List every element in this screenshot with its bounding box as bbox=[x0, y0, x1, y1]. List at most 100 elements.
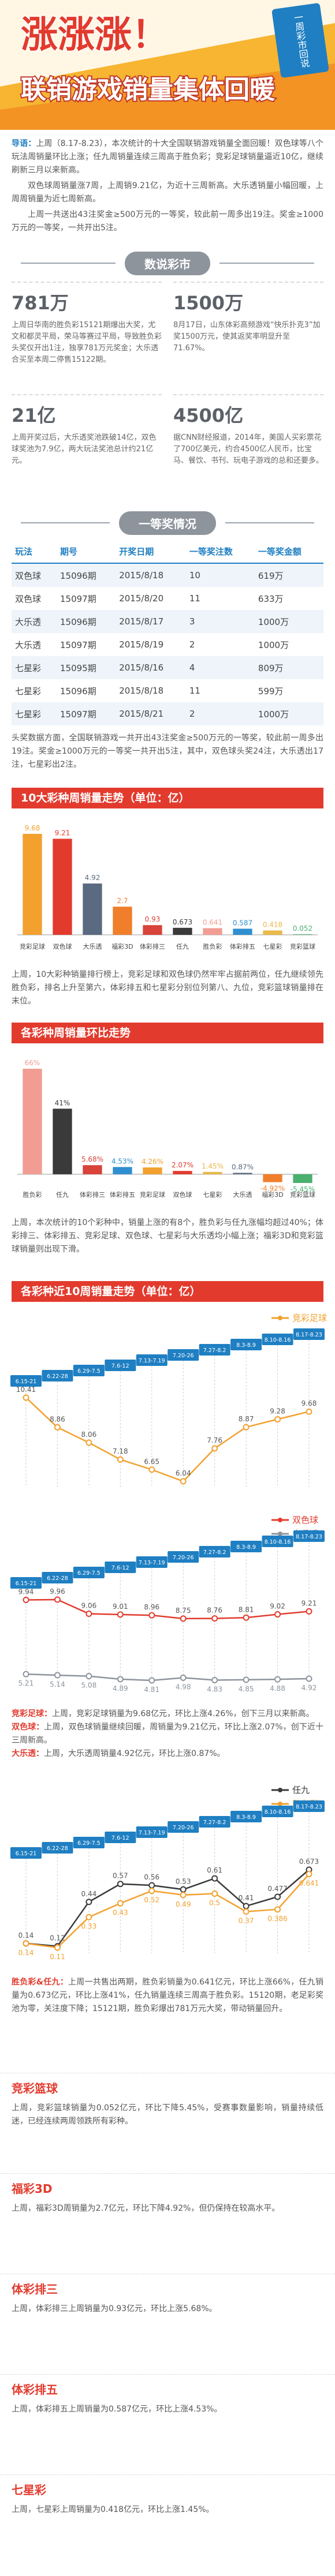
banner-title: 一等奖情况 bbox=[119, 511, 216, 535]
stat-value: 4500亿 bbox=[173, 405, 244, 426]
value-label: 9.68 bbox=[302, 1399, 317, 1407]
table-cell: 七星彩 bbox=[12, 702, 57, 725]
game-name: 体彩排五 bbox=[12, 2383, 58, 2397]
value-label: 0.37 bbox=[239, 1917, 254, 1925]
date-box bbox=[136, 1826, 168, 1838]
x-tick-label: 8.10-8.16 bbox=[265, 1539, 291, 1545]
game-text: 上周，福彩3D周销量为2.7亿元，环比下降4.92%，但仍保持在较高水平。 bbox=[12, 2204, 280, 2213]
bar bbox=[53, 838, 72, 935]
banner-rule bbox=[225, 522, 314, 523]
table-row: 大乐透 15097期 2015/8/19 2 1000万 bbox=[12, 633, 323, 656]
date-box bbox=[293, 1800, 325, 1812]
prize-table-wrap: 玩法 期号 开奖日期 一等奖注数 一等奖金额 双色球 15096期 2015/8/18 10 61… bbox=[0, 540, 335, 725]
game-section: 体彩排三 上周，体彩排三上周销量为0.93亿元，环比上涨5.68%。 bbox=[0, 2274, 335, 2372]
stat-card: 4500亿据CNN财经报道，2014年，美国人买彩票花了700亿美元，约合450… bbox=[173, 394, 323, 501]
intro-paragraph: 上周一共送出43注奖金≥500万元的一等奖，较此前一周多出19注。奖金≥1000… bbox=[12, 208, 323, 235]
game-text: 上周，竞彩篮球销量为0.052亿元，环比下降5.45%，受赛事数量影响，销量持续… bbox=[12, 2103, 323, 2126]
chart-title-bar: 各彩种近10周销量走势（单位：亿） bbox=[0, 1281, 335, 1302]
bar-chart-svg: 66% 胜负彩 41% 任九 5.68% 体彩排三 4.53% 体彩排五 4.26% 竞彩足球 2.… bbox=[17, 1059, 318, 1199]
intro-text: 双色球周销量涨7周，上周销9.21亿，为近十三周新高。大乐透销量小幅回暖，上周周… bbox=[12, 181, 323, 204]
table-cell: 15096期 bbox=[57, 610, 116, 633]
category-label: 体彩排三 bbox=[80, 1190, 105, 1199]
game-name: 福彩3D bbox=[12, 2182, 53, 2196]
date-box bbox=[262, 1334, 293, 1345]
stat-card: 1500万 8月17日，山东体彩高频游戏“快乐扑克3”加奖1500万元，使其返奖率… bbox=[173, 282, 323, 388]
x-tick-label: 7.27-8.2 bbox=[203, 1347, 226, 1354]
trend-note: 竞彩足球：上周，竞彩足球销量为9.68亿元，环比上涨4.26%，创下三月以来新高… bbox=[12, 1708, 323, 1721]
date-box bbox=[136, 1354, 168, 1366]
game-section: 竞彩篮球上周，竞彩篮球销量为0.052亿元，环比下降5.45%，受赛事数量影响，… bbox=[0, 2073, 335, 2171]
value-label: 4.81 bbox=[144, 1686, 159, 1694]
point bbox=[211, 1615, 218, 1622]
legend-dot bbox=[278, 1802, 282, 1806]
bar bbox=[53, 1109, 72, 1174]
x-tick-label: 7.27-8.2 bbox=[203, 1549, 226, 1556]
stat-card: 21亿 上周开奖过后，大乐透奖池跌破14亿，双色球奖池为7.9亿，两大玩法奖池总计… bbox=[12, 394, 162, 501]
table-row: 双色球 15097期 2015/8/20 11 633万 bbox=[12, 587, 323, 610]
table-cell: 10 bbox=[185, 563, 255, 587]
value-label: -5.45% bbox=[291, 1185, 315, 1193]
point bbox=[211, 1445, 218, 1452]
table-cell: 15096期 bbox=[60, 686, 96, 697]
x-tick-label: 6.22-28 bbox=[47, 1373, 68, 1380]
value-label: 0.87% bbox=[232, 1163, 254, 1171]
value-label: 1.45% bbox=[202, 1162, 224, 1170]
date-box bbox=[136, 1556, 168, 1568]
value-label: 9.96 bbox=[50, 1587, 65, 1596]
point bbox=[23, 1671, 29, 1678]
value-label: 4.89 bbox=[113, 1684, 128, 1693]
bar bbox=[233, 1173, 252, 1174]
value-label: 0.93 bbox=[145, 915, 161, 923]
value-label: 8.86 bbox=[50, 1415, 65, 1423]
value-label: 4.85 bbox=[239, 1685, 254, 1693]
stat-text: 上周开奖过后，大乐透奖池跌破14亿，双色球奖池为7.9亿，两大玩法奖池总计约21… bbox=[12, 433, 157, 465]
date-box bbox=[199, 1546, 230, 1557]
value-label: 0.44 bbox=[81, 1890, 97, 1898]
line-chart-svg: 竞彩足球 6.15-21 6.22-28 6.29-7.5 7.6-12 7.13-7.1… bbox=[10, 1313, 327, 1487]
date-box bbox=[293, 1530, 325, 1542]
chart-title: 各彩种近10周销量走势（单位：亿） bbox=[12, 1281, 323, 1302]
pool-note-label: 胜负彩&任九： bbox=[12, 1978, 68, 1987]
line-chart-svg: 任九胜负彩6.15-216.22-286.29-7.57.6-127.13-7.… bbox=[10, 1785, 325, 1961]
category-label: 竞彩足球 bbox=[140, 1190, 165, 1199]
chart-title: 10大彩种周销量走势（单位：亿） bbox=[12, 788, 323, 808]
value-label: 0.56 bbox=[144, 1873, 159, 1881]
bar-chart-svg: 9.68 竞彩足球 9.21 双色球 4.92 大乐透 2.7 福彩3D 0.93 体彩排三 0.6… bbox=[17, 824, 318, 950]
category-label: 大乐透 bbox=[83, 942, 102, 950]
table-cell: 2 bbox=[189, 639, 195, 650]
chart-title-bar: 各彩种周销量环比走势 bbox=[0, 1023, 335, 1043]
point bbox=[54, 1596, 61, 1603]
value-label: 4.98 bbox=[176, 1683, 191, 1691]
value-label: 7.76 bbox=[207, 1436, 222, 1444]
value-label: 4.92 bbox=[85, 874, 100, 882]
point bbox=[211, 1676, 218, 1683]
category-label: 竞彩足球 bbox=[20, 942, 45, 950]
stat-text: 据CNN财经报道，2014年，美国人买彩票花了700亿美元，约合4500亿人民币… bbox=[173, 433, 324, 465]
series-line bbox=[25, 1873, 310, 1949]
x-tick-label: 8.3-8.9 bbox=[236, 1342, 256, 1349]
table-note-text: 头奖数据方面，全国联销游戏一共开出43注奖金≥500万元的一等奖，较此前一周多出… bbox=[12, 733, 323, 769]
x-tick-label: 7.20-26 bbox=[173, 1825, 194, 1831]
stat-card: 781万 上周日华南的胜负彩15121期爆出大奖，尤文和都灵平局，荣马等赛过平局，… bbox=[12, 282, 162, 388]
table-cell: 2015/8/20 bbox=[119, 593, 164, 604]
intro-paragraph: 双色球周销量涨7周，上周销9.21亿，为近十三周新高。大乐透销量小幅回暖，上周周… bbox=[12, 179, 323, 206]
date-box bbox=[42, 1572, 73, 1583]
value-label: 0.673 bbox=[173, 918, 192, 926]
table-header-cell: 一等奖注数 bbox=[185, 540, 255, 564]
game-name: 竞彩篮球 bbox=[12, 2081, 58, 2095]
stat-value: 781万 bbox=[12, 292, 69, 314]
point bbox=[243, 1424, 250, 1431]
pool-note-text: 上周一共售出两期，胜负彩销量为0.641亿元，环比上涨66%，任九销量为0.67… bbox=[12, 1978, 323, 2013]
table-cell: 4 bbox=[185, 656, 255, 679]
table-header-row: 玩法 期号 开奖日期 一等奖注数 一等奖金额 bbox=[12, 540, 323, 564]
bar-note: 上周，10大彩种销量排行榜上，竞彩足球和双色球仍然牢牢占据前两位，任九继续领先胜… bbox=[0, 965, 335, 1020]
point bbox=[85, 1673, 92, 1680]
value-label: 8.76 bbox=[207, 1607, 222, 1615]
table-cell: 大乐透 bbox=[15, 639, 42, 650]
banner-title: 数说彩市 bbox=[125, 251, 210, 275]
table-cell: 2015/8/18 bbox=[119, 686, 164, 696]
bar bbox=[113, 1167, 132, 1174]
legend-dot bbox=[278, 1518, 282, 1522]
value-label: 5.14 bbox=[50, 1680, 65, 1688]
